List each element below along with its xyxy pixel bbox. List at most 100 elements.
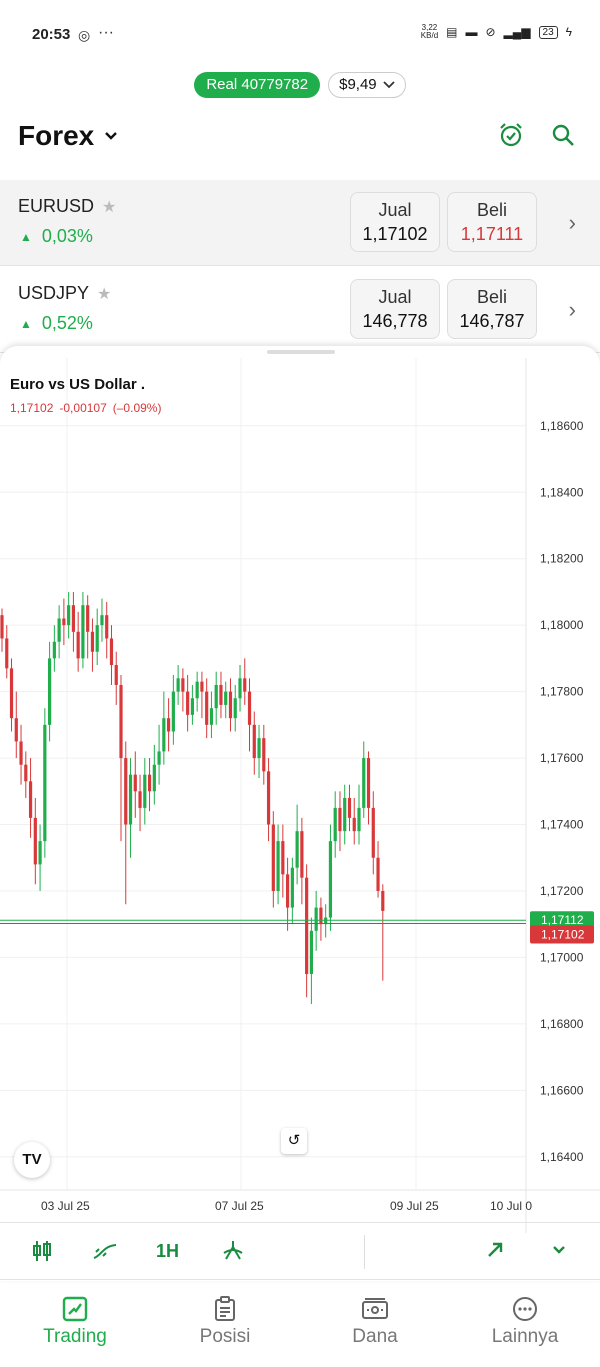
candle-body: [214, 684, 218, 709]
reset-icon[interactable]: ↺: [281, 1128, 307, 1154]
candle-body: [376, 857, 380, 891]
sell-button[interactable]: Jual 1,17102: [350, 192, 440, 252]
sheet-handle[interactable]: [267, 350, 335, 354]
candle-body: [333, 807, 337, 842]
chevron-down-icon[interactable]: [552, 1245, 566, 1255]
chevron-right-icon[interactable]: ›: [568, 297, 576, 322]
candle-body: [200, 681, 204, 692]
candlestick-icon[interactable]: [32, 1240, 52, 1262]
tab-dana[interactable]: Dana: [300, 1282, 450, 1367]
y-tick-label: 1,18000: [540, 618, 584, 632]
candle-body: [157, 751, 161, 765]
candle-body: [186, 691, 190, 715]
market-selector[interactable]: Forex: [18, 120, 118, 152]
candle-body: [324, 917, 328, 925]
candle-body: [5, 638, 9, 669]
candle-body: [224, 691, 228, 705]
candle-body: [0, 615, 4, 639]
account-bar: Real 40779782 $9,49: [0, 72, 600, 98]
candle-body: [95, 625, 99, 652]
candle-body: [319, 907, 323, 925]
candle-body: [205, 691, 209, 725]
tab-trading[interactable]: Trading: [0, 1282, 150, 1367]
star-icon[interactable]: ★: [102, 198, 117, 216]
chart-change: -0,00107: [59, 401, 107, 415]
chevron-right-icon[interactable]: ›: [568, 210, 576, 235]
chart-change-pct: (–0.09%): [112, 401, 162, 415]
instrument-row-usdjpy[interactable]: USDJPY ★ ▲ 0,52% Jual 146,778 Beli 146,7…: [0, 267, 600, 353]
star-icon[interactable]: ★: [97, 285, 112, 303]
candle-body: [105, 615, 109, 639]
y-tick-label: 1,17600: [540, 751, 584, 765]
price-chart[interactable]: 1,18600 1,18400 1,18200 1,18000 1,17800 1,176…: [0, 358, 600, 1233]
status-time: 20:53: [32, 26, 71, 43]
clipboard-icon: [215, 1296, 235, 1321]
more-circle-icon: [513, 1297, 537, 1321]
candle-body: [162, 718, 166, 752]
trading-icon: [62, 1296, 88, 1322]
candle-body: [138, 791, 142, 808]
triangle-up-icon: ▲: [20, 229, 32, 244]
candle-body: [276, 841, 280, 891]
indicators-icon[interactable]: [93, 1241, 117, 1261]
candle-body: [33, 817, 37, 865]
candle-body: [143, 774, 147, 808]
candle-body: [281, 841, 285, 875]
search-icon[interactable]: [550, 122, 576, 148]
candle-body: [81, 605, 85, 659]
account-pill[interactable]: Real 40779782: [194, 72, 321, 98]
candle-body: [228, 691, 233, 719]
candle-body: [14, 718, 18, 742]
more-icon: ···: [98, 24, 114, 41]
drawing-tools-icon[interactable]: [222, 1239, 244, 1261]
whatsapp-icon: ◎: [78, 27, 91, 43]
candle-body: [262, 738, 266, 772]
candle-body: [114, 665, 118, 685]
balance-value: $9,49: [339, 76, 377, 93]
balance-dropdown[interactable]: $9,49: [328, 72, 406, 98]
mute-icon: ⊘: [485, 25, 496, 39]
candle-body: [295, 831, 299, 868]
candle-body: [314, 907, 318, 931]
candle-body: [209, 708, 214, 725]
buy-price-tag: [530, 911, 594, 930]
tradingview-logo[interactable]: TV: [14, 1142, 50, 1178]
instrument-row-eurusd[interactable]: EURUSD ★ ▲ 0,03% Jual 1,17102 Beli 1,171…: [0, 180, 600, 266]
alarm-icon[interactable]: [498, 122, 524, 148]
x-tick-label: 07 Jul 25: [215, 1199, 264, 1213]
candle-body: [219, 684, 223, 705]
candle-body: [48, 658, 52, 725]
candle-body: [124, 758, 128, 825]
tab-lainnya[interactable]: Lainnya: [450, 1282, 600, 1367]
candle-body: [190, 698, 194, 715]
bed-icon: ▬: [465, 25, 478, 39]
interval-selector[interactable]: 1H: [156, 1241, 180, 1261]
candle-body: [328, 841, 333, 918]
chart-price-info: 1,17102 -0,00107 (–0.09%): [10, 401, 161, 415]
y-tick-label: 1,17800: [540, 685, 584, 699]
candle-body: [176, 678, 180, 692]
tab-posisi[interactable]: Posisi: [150, 1282, 300, 1367]
y-tick-label: 1,17200: [540, 884, 584, 898]
y-tick-label: 1,18400: [540, 485, 584, 499]
candle-body: [43, 724, 47, 842]
candle-body: [338, 807, 342, 832]
sell-button[interactable]: Jual 146,778: [350, 279, 440, 339]
x-tick-label: 10 Jul 0: [490, 1199, 532, 1213]
arrow-up-right-icon[interactable]: [486, 1241, 504, 1259]
candle-body: [62, 618, 66, 626]
candle-body: [238, 678, 242, 699]
candle-body: [271, 824, 275, 891]
chart-sheet: 1,18600 1,18400 1,18200 1,18000 1,17800 1,176…: [0, 346, 600, 1281]
buy-button[interactable]: Beli 146,787: [447, 279, 537, 339]
candle-body: [133, 774, 137, 792]
candle-body: [309, 930, 313, 975]
x-tick-label: 09 Jul 25: [390, 1199, 439, 1213]
buy-button[interactable]: Beli 1,17111: [447, 192, 537, 252]
y-tick-label: 1,17400: [540, 818, 584, 832]
battery-icon: 23: [538, 25, 558, 39]
y-tick-label: 1,18600: [540, 419, 584, 433]
candle-body: [347, 797, 352, 818]
candle-body: [109, 638, 114, 666]
chevron-down-icon: [105, 132, 118, 140]
